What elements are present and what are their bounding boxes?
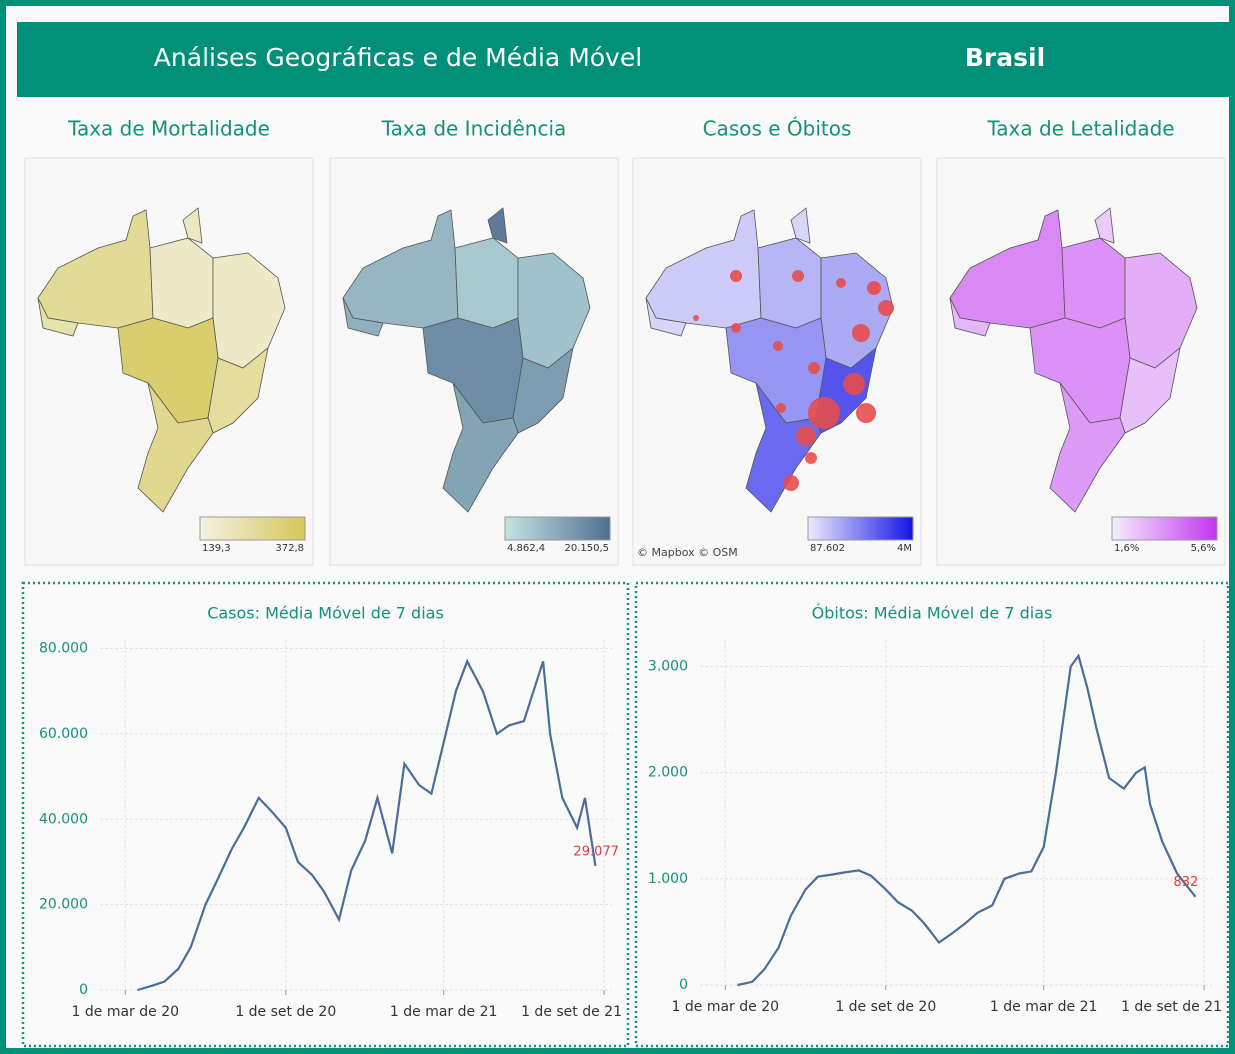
map-region bbox=[207, 347, 269, 434]
map-region bbox=[487, 207, 508, 244]
map-region bbox=[757, 237, 822, 329]
map-title: Taxa de Letalidade bbox=[986, 117, 1174, 141]
map-bubble bbox=[852, 324, 870, 342]
legend-min: 1,6% bbox=[1114, 543, 1139, 554]
map-title: Casos e Óbitos bbox=[703, 117, 852, 141]
legend-max: 20.150,5 bbox=[564, 543, 609, 554]
x-tick-label: 1 de mar de 21 bbox=[990, 999, 1098, 1015]
header-region: Brasil bbox=[965, 43, 1045, 72]
x-tick-label: 1 de set de 21 bbox=[1121, 999, 1222, 1015]
map-bubble bbox=[856, 403, 876, 423]
map-region bbox=[342, 297, 384, 337]
header-title: Análises Geográficas e de Média Móvel bbox=[154, 43, 642, 72]
map-bubble bbox=[805, 452, 817, 464]
map-region bbox=[37, 297, 79, 337]
map-attribution: © Mapbox © OSM bbox=[637, 546, 738, 559]
map-bubble bbox=[792, 270, 804, 282]
y-tick-label: 0 bbox=[679, 977, 688, 993]
value-label: 832 bbox=[1173, 875, 1198, 890]
series-line bbox=[137, 658, 597, 992]
legend-min: 87.602 bbox=[810, 543, 845, 554]
map-region bbox=[512, 347, 574, 434]
map-region bbox=[745, 382, 822, 513]
map-region bbox=[949, 297, 991, 337]
map-bubble bbox=[731, 323, 741, 333]
map-region bbox=[137, 382, 214, 513]
x-tick-label: 1 de mar de 20 bbox=[672, 999, 780, 1015]
map-bubble bbox=[808, 397, 840, 429]
value-label: 29.077 bbox=[573, 844, 619, 859]
legend-min: 139,3 bbox=[202, 543, 231, 554]
legend-bar bbox=[199, 516, 306, 541]
map-bubble bbox=[796, 426, 816, 446]
map-region bbox=[149, 237, 214, 329]
x-tick-label: 1 de mar de 21 bbox=[390, 1004, 498, 1020]
x-tick-label: 1 de mar de 20 bbox=[72, 1004, 180, 1020]
map-title: Taxa de Mortalidade bbox=[67, 117, 270, 141]
map-region bbox=[1061, 237, 1126, 329]
map-bubble bbox=[836, 278, 846, 288]
map-region bbox=[790, 207, 811, 244]
y-tick-label: 80.000 bbox=[39, 641, 88, 657]
legend-bar bbox=[1111, 516, 1218, 541]
x-tick-label: 1 de set de 21 bbox=[521, 1004, 622, 1020]
legend-max: 372,8 bbox=[275, 543, 304, 554]
y-tick-label: 1.000 bbox=[648, 871, 688, 887]
map-region bbox=[1119, 347, 1181, 434]
map-title: Taxa de Incidência bbox=[381, 117, 567, 141]
map-region bbox=[1049, 382, 1126, 513]
y-tick-label: 2.000 bbox=[648, 765, 688, 781]
legend-max: 5,6% bbox=[1191, 543, 1216, 554]
map-region bbox=[1094, 207, 1115, 244]
chart-panel bbox=[21, 581, 630, 1048]
series-line bbox=[737, 653, 1197, 987]
map-bubble bbox=[843, 373, 865, 395]
legend-min: 4.862,4 bbox=[507, 543, 545, 554]
map-bubble bbox=[808, 362, 820, 374]
legend-bar bbox=[504, 516, 611, 541]
y-tick-label: 60.000 bbox=[39, 726, 88, 742]
map-bubble bbox=[867, 281, 881, 295]
x-tick-label: 1 de set de 20 bbox=[235, 1004, 336, 1020]
map-bubble bbox=[773, 341, 783, 351]
map-bubble bbox=[693, 315, 699, 321]
chart-title: Óbitos: Média Móvel de 7 dias bbox=[812, 604, 1053, 623]
header-bar bbox=[17, 22, 1230, 97]
map-region bbox=[454, 237, 519, 329]
y-tick-label: 3.000 bbox=[648, 659, 688, 675]
legend-max: 4M bbox=[897, 543, 912, 554]
y-tick-label: 20.000 bbox=[39, 897, 88, 913]
y-tick-label: 40.000 bbox=[39, 811, 88, 827]
map-region bbox=[442, 382, 519, 513]
chart-title: Casos: Média Móvel de 7 dias bbox=[207, 604, 444, 623]
x-tick-label: 1 de set de 20 bbox=[835, 999, 936, 1015]
legend-bar bbox=[807, 516, 914, 541]
map-bubble bbox=[783, 475, 799, 491]
map-bubble bbox=[878, 300, 894, 316]
map-region bbox=[182, 207, 203, 244]
map-bubble bbox=[776, 403, 786, 413]
map-region bbox=[645, 297, 687, 337]
y-tick-label: 0 bbox=[79, 982, 88, 998]
map-bubble bbox=[730, 270, 742, 282]
chart-panel bbox=[634, 581, 1230, 1048]
